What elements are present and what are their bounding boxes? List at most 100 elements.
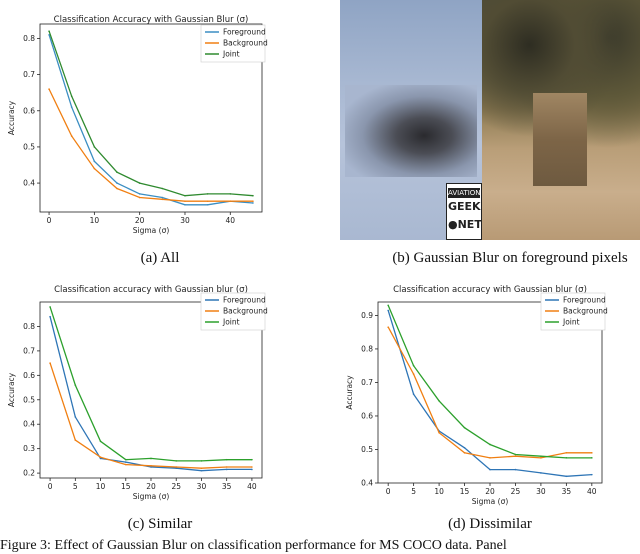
data-point-foreground — [206, 203, 209, 206]
data-point-background — [99, 456, 102, 459]
data-point-joint — [463, 426, 466, 429]
y-tick-label: 0.8 — [23, 322, 35, 331]
data-point-background — [138, 196, 141, 199]
y-tick-label: 0.9 — [361, 311, 373, 320]
data-point-foreground — [150, 466, 152, 468]
data-point-joint — [150, 457, 152, 460]
data-point-joint — [412, 364, 415, 367]
data-point-joint — [124, 458, 127, 461]
y-tick-label: 0.6 — [23, 371, 35, 380]
data-point-joint — [565, 457, 568, 459]
y-tick-label: 0.7 — [361, 378, 373, 387]
data-point-background — [161, 198, 164, 201]
y-tick-label: 0.4 — [23, 179, 35, 188]
series-line-foreground — [48, 34, 253, 206]
data-point-background — [565, 452, 568, 454]
data-point-background — [48, 88, 50, 90]
chart-all: Classification Accuracy with Gaussian Bl… — [7, 15, 268, 235]
data-point-foreground — [252, 202, 254, 204]
data-point-joint — [252, 194, 254, 197]
x-axis-label: Sigma (σ) — [472, 497, 509, 506]
data-point-joint — [225, 458, 228, 461]
data-point-background — [514, 455, 517, 457]
x-tick-label: 15 — [460, 487, 470, 496]
data-point-background — [438, 431, 440, 434]
data-point-joint — [93, 146, 96, 148]
x-tick-label: 25 — [511, 487, 521, 496]
x-tick-label: 30 — [536, 487, 546, 496]
x-tick-label: 10 — [96, 482, 106, 491]
legend-label: Foreground — [223, 296, 266, 305]
y-tick-label: 0.4 — [23, 420, 35, 429]
data-point-background — [124, 463, 127, 466]
plot-frame — [39, 23, 263, 213]
series-line-background — [49, 362, 252, 469]
x-tick-label: 10 — [90, 216, 100, 225]
x-tick-label: 35 — [562, 487, 572, 496]
legend-label: Joint — [222, 318, 240, 327]
y-tick-label: 0.8 — [23, 34, 35, 43]
y-tick-label: 0.4 — [361, 479, 373, 488]
data-point-background — [184, 200, 186, 202]
data-point-foreground — [93, 160, 96, 163]
data-point-background — [463, 452, 466, 454]
data-point-background — [70, 135, 73, 137]
figure-caption: Figure 3: Effect of Gaussian Blur on cla… — [0, 538, 507, 553]
data-point-foreground — [70, 106, 73, 108]
y-axis-label: Accuracy — [7, 372, 16, 407]
data-point-background — [252, 200, 254, 202]
logo-line1: AVIATION — [448, 188, 481, 198]
data-point-joint — [438, 400, 440, 402]
data-point-background — [489, 457, 491, 459]
data-point-joint — [99, 440, 102, 443]
chart-title: Classification Accuracy with Gaussian Bl… — [54, 15, 249, 25]
x-tick-label: 5 — [411, 487, 416, 496]
data-point-background — [116, 187, 118, 190]
data-point-foreground — [225, 468, 228, 471]
caption-a: (a) All — [140, 250, 180, 266]
data-point-joint — [251, 458, 253, 461]
data-point-foreground — [489, 468, 491, 471]
y-tick-label: 0.3 — [23, 444, 35, 453]
data-point-background — [93, 167, 96, 170]
data-point-joint — [514, 453, 517, 456]
chart-title: Classification accuracy with Gaussian bl… — [54, 285, 248, 295]
y-axis-label: Accuracy — [345, 375, 354, 410]
data-point-background — [150, 464, 152, 467]
x-tick-label: 0 — [386, 487, 391, 496]
data-point-foreground — [463, 447, 466, 449]
panel-similar: Classification accuracy with Gaussian bl… — [0, 278, 300, 508]
x-tick-label: 20 — [485, 487, 495, 496]
blurred-foreground-person — [533, 93, 587, 186]
data-point-joint — [540, 455, 542, 457]
data-point-joint — [387, 304, 389, 307]
data-point-background — [229, 200, 232, 202]
data-point-joint — [200, 460, 203, 462]
data-point-joint — [184, 194, 186, 197]
photo-gaussian-blur-example: AVIATION GEEK ●NET — [340, 0, 640, 240]
chart-dissimilar: Classification accuracy with Gaussian bl… — [345, 285, 608, 506]
data-point-foreground — [116, 182, 118, 184]
data-point-joint — [206, 193, 209, 195]
data-point-foreground — [412, 393, 415, 395]
legend-label: Foreground — [563, 296, 606, 305]
x-tick-label: 35 — [222, 482, 232, 491]
y-tick-label: 0.8 — [361, 344, 373, 353]
x-axis-label: Sigma (σ) — [133, 492, 170, 501]
legend-box — [200, 24, 266, 63]
x-tick-label: 10 — [434, 487, 444, 496]
data-point-background — [591, 452, 593, 454]
chart-title: Classification accuracy with Gaussian bl… — [393, 285, 587, 295]
data-point-foreground — [99, 457, 102, 460]
data-point-joint — [175, 460, 178, 462]
panel-all: Classification Accuracy with Gaussian Bl… — [0, 0, 300, 240]
x-tick-label: 40 — [247, 482, 257, 491]
data-point-background — [175, 466, 178, 468]
x-tick-label: 0 — [47, 216, 52, 225]
logo-line3: ●NET — [448, 218, 482, 231]
data-point-background — [74, 439, 77, 441]
data-point-joint — [161, 187, 164, 190]
data-point-foreground — [251, 468, 253, 471]
data-point-joint — [48, 30, 50, 33]
x-tick-label: 40 — [587, 487, 597, 496]
